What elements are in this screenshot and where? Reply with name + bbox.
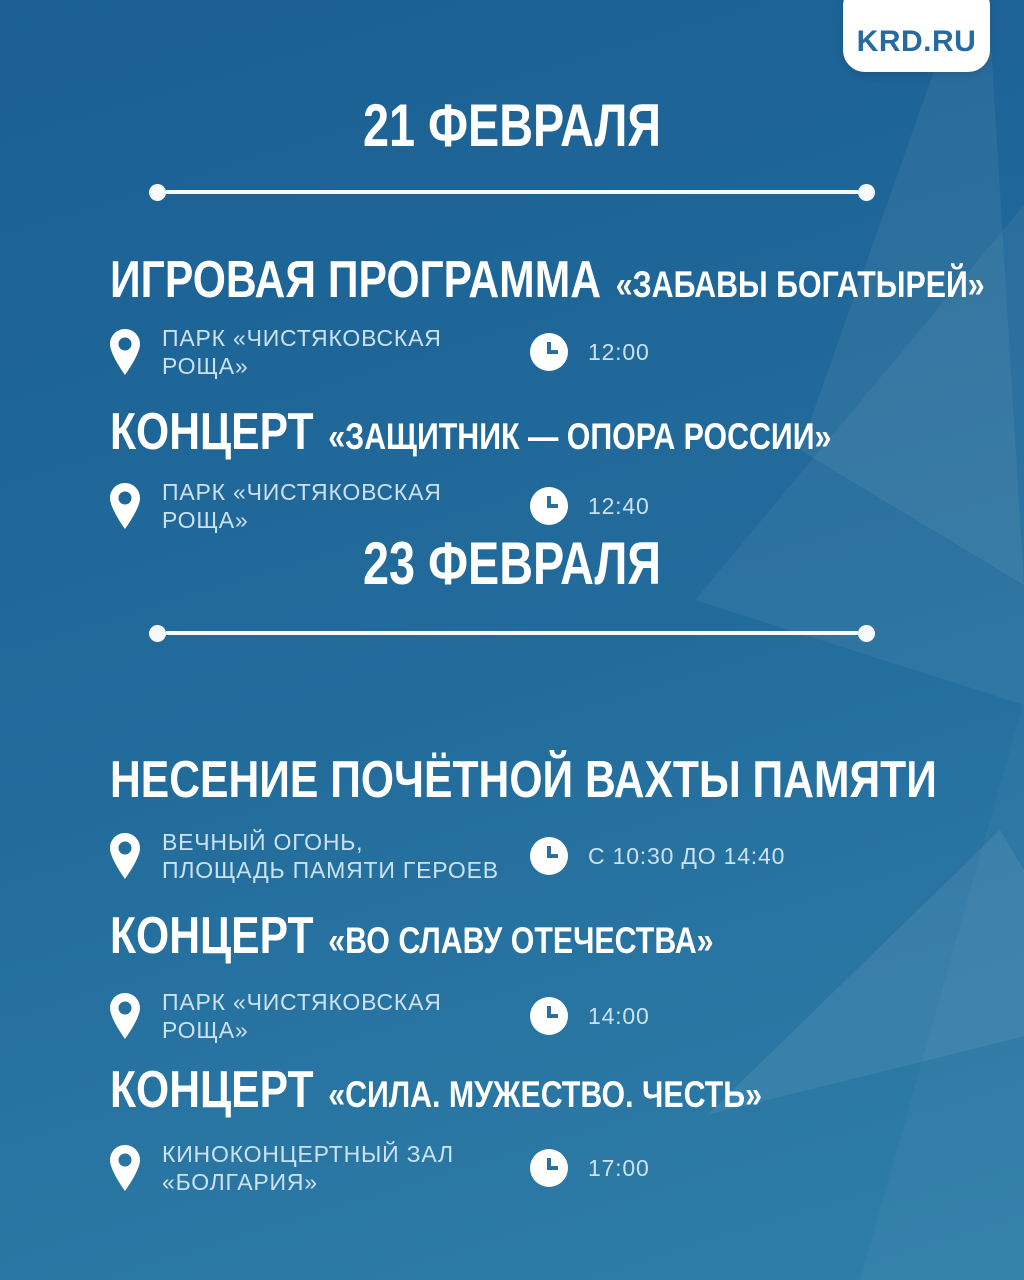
divider-line <box>166 631 858 635</box>
event-location: ПАРК «ЧИСТЯКОВСКАЯ РОЩА» <box>110 324 530 380</box>
map-pin-icon <box>110 993 140 1040</box>
event-item: КОНЦЕРТ «ЗАЩИТНИК — ОПОРА РОССИИ» ПАРК «… <box>110 402 994 534</box>
event-location-text: ПАРК «ЧИСТЯКОВСКАЯ РОЩА» <box>162 479 442 534</box>
event-time-text: 17:00 <box>588 1155 650 1182</box>
event-item: НЕСЕНИЕ ПОЧЁТНОЙ ВАХТЫ ПАМЯТИ ВЕЧНЫЙ ОГО… <box>110 750 994 884</box>
clock-icon <box>530 1149 568 1188</box>
event-title: КОНЦЕРТ «ВО СЛАВУ ОТЕЧЕСТВА» <box>110 906 835 966</box>
event-location: ПАРК «ЧИСТЯКОВСКАЯ РОЩА» <box>110 988 530 1044</box>
clock-icon <box>530 333 568 372</box>
event-location-text: ВЕЧНЫЙ ОГОНЬ, ПЛОЩАДЬ ПАМЯТИ ГЕРОЕВ <box>162 829 499 884</box>
event-time: 17:00 <box>530 1149 650 1188</box>
divider-dot-right <box>858 624 875 642</box>
event-time-text: 12:00 <box>588 339 650 366</box>
event-title: ИГРОВАЯ ПРОГРАММА «ЗАБАВЫ БОГАТЫРЕЙ» <box>110 250 985 310</box>
map-pin-icon <box>110 483 140 530</box>
event-title-sub: «ЗАБАВЫ БОГАТЫРЕЙ» <box>615 264 985 305</box>
map-pin-icon <box>110 329 140 376</box>
event-location: КИНОКОНЦЕРТНЫЙ ЗАЛ «БОЛГАРИЯ» <box>110 1140 530 1196</box>
event-location-text: ПАРК «ЧИСТЯКОВСКАЯ РОЩА» <box>162 989 442 1044</box>
event-meta: КИНОКОНЦЕРТНЫЙ ЗАЛ «БОЛГАРИЯ» 17:00 <box>110 1140 994 1196</box>
event-item: КОНЦЕРТ «ВО СЛАВУ ОТЕЧЕСТВА» ПАРК «ЧИСТЯ… <box>110 906 994 1044</box>
divider-line <box>166 190 858 194</box>
event-title-sub: «СИЛА. МУЖЕСТВО. ЧЕСТЬ» <box>328 1074 762 1115</box>
event-meta: ПАРК «ЧИСТЯКОВСКАЯ РОЩА» 14:00 <box>110 988 994 1044</box>
clock-icon <box>530 837 568 876</box>
event-meta: ПАРК «ЧИСТЯКОВСКАЯ РОЩА» 12:00 <box>110 324 994 380</box>
event-time: 12:00 <box>530 333 650 372</box>
event-location-text: КИНОКОНЦЕРТНЫЙ ЗАЛ «БОЛГАРИЯ» <box>162 1141 454 1196</box>
event-location-text: ПАРК «ЧИСТЯКОВСКАЯ РОЩА» <box>162 325 442 380</box>
event-title-main: НЕСЕНИЕ ПОЧЁТНОЙ ВАХТЫ ПАМЯТИ <box>110 751 937 809</box>
section-divider <box>149 183 875 201</box>
event-title: НЕСЕНИЕ ПОЧЁТНОЙ ВАХТЫ ПАМЯТИ <box>110 750 937 810</box>
event-time: 12:40 <box>530 487 650 526</box>
date-header-feb21: 21 ФЕВРАЛЯ <box>363 92 661 159</box>
clock-icon <box>530 487 568 526</box>
divider-dot-left <box>149 183 166 201</box>
event-title-main: КОНЦЕРТ <box>110 403 314 461</box>
event-title: КОНЦЕРТ «СИЛА. МУЖЕСТВО. ЧЕСТЬ» <box>110 1060 835 1120</box>
event-time-text: 12:40 <box>588 493 650 520</box>
section-divider <box>149 624 875 642</box>
event-meta: ПАРК «ЧИСТЯКОВСКАЯ РОЩА» 12:40 <box>110 478 994 534</box>
event-time: 14:00 <box>530 997 650 1036</box>
map-pin-icon <box>110 833 140 880</box>
date-header-feb23: 23 ФЕВРАЛЯ <box>363 530 661 597</box>
event-location: ПАРК «ЧИСТЯКОВСКАЯ РОЩА» <box>110 478 530 534</box>
krd-logo-text: KRD.RU <box>856 25 977 58</box>
event-title-main: ИГРОВАЯ ПРОГРАММА <box>110 251 602 309</box>
krd-logo-badge: KRD.RU <box>843 0 990 72</box>
event-meta: ВЕЧНЫЙ ОГОНЬ, ПЛОЩАДЬ ПАМЯТИ ГЕРОЕВ С 10… <box>110 828 994 884</box>
event-item: КОНЦЕРТ «СИЛА. МУЖЕСТВО. ЧЕСТЬ» КИНОКОНЦ… <box>110 1060 994 1196</box>
event-item: ИГРОВАЯ ПРОГРАММА «ЗАБАВЫ БОГАТЫРЕЙ» ПАР… <box>110 250 994 380</box>
event-time-text: 14:00 <box>588 1003 650 1030</box>
event-title: КОНЦЕРТ «ЗАЩИТНИК — ОПОРА РОССИИ» <box>110 402 835 462</box>
event-time: С 10:30 ДО 14:40 <box>530 837 786 876</box>
event-title-sub: «ВО СЛАВУ ОТЕЧЕСТВА» <box>328 920 714 961</box>
event-title-main: КОНЦЕРТ <box>110 907 314 965</box>
map-pin-icon <box>110 1145 140 1192</box>
event-location: ВЕЧНЫЙ ОГОНЬ, ПЛОЩАДЬ ПАМЯТИ ГЕРОЕВ <box>110 828 530 884</box>
event-title-sub: «ЗАЩИТНИК — ОПОРА РОССИИ» <box>328 416 832 457</box>
event-title-main: КОНЦЕРТ <box>110 1061 314 1119</box>
divider-dot-left <box>149 624 166 642</box>
clock-icon <box>530 997 568 1036</box>
divider-dot-right <box>858 183 875 201</box>
event-time-text: С 10:30 ДО 14:40 <box>588 843 786 870</box>
